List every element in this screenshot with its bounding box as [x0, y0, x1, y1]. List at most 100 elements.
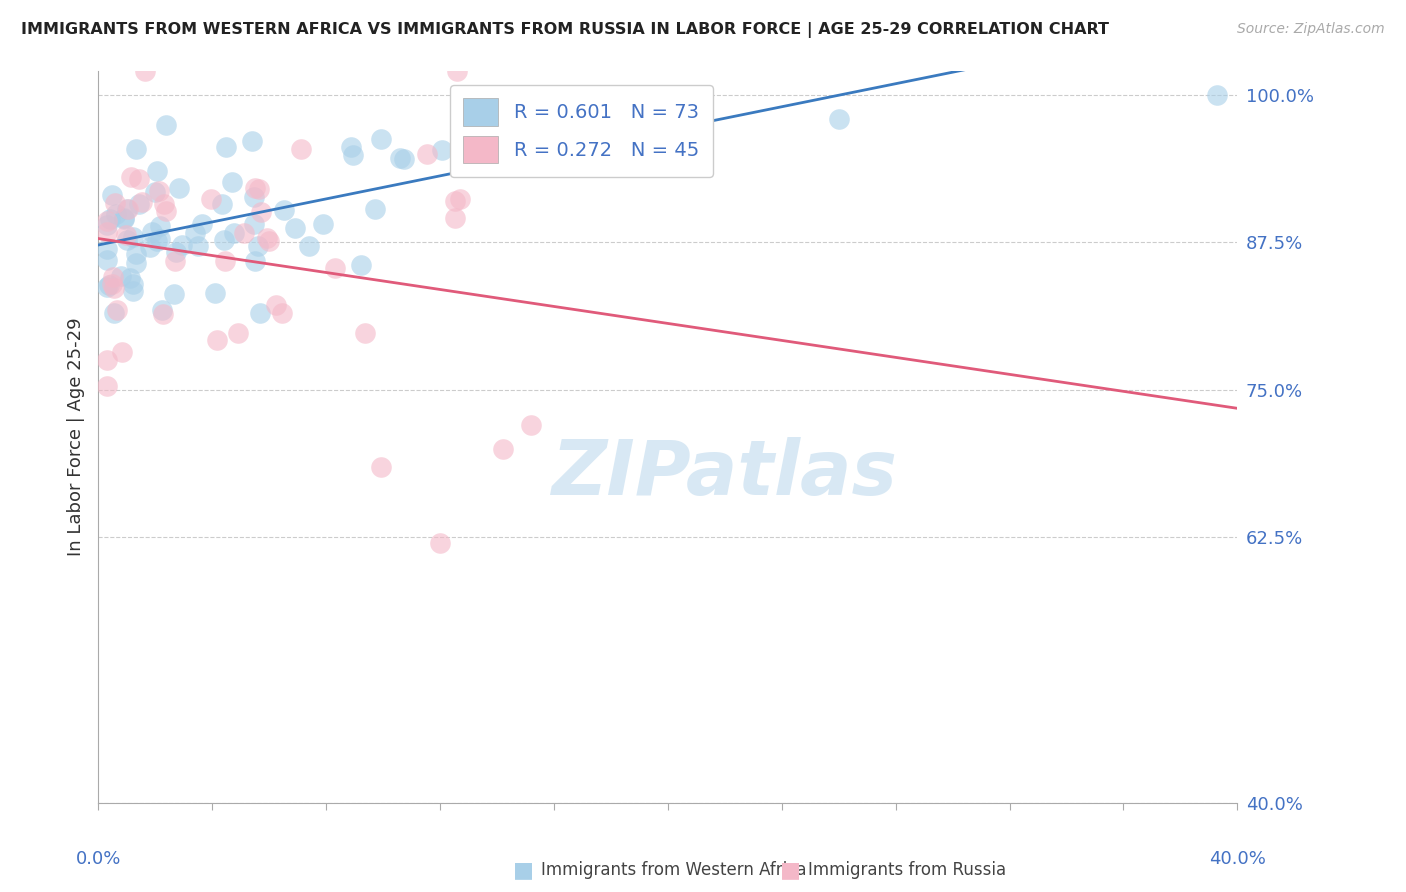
- Point: [353, 326, 375, 340]
- Point: [257, 234, 280, 248]
- Point: [350, 258, 373, 272]
- Point: [103, 306, 125, 320]
- Point: [146, 234, 169, 248]
- Point: [205, 333, 228, 347]
- Point: [392, 152, 415, 166]
- Point: [492, 442, 515, 456]
- Point: [245, 254, 267, 268]
- Point: [101, 277, 124, 291]
- Point: [141, 225, 163, 239]
- Point: [212, 234, 235, 248]
- Point: [449, 192, 471, 206]
- Text: Source: ZipAtlas.com: Source: ZipAtlas.com: [1237, 22, 1385, 37]
- Point: [150, 302, 173, 317]
- Point: [204, 285, 226, 300]
- Point: [595, 112, 617, 126]
- Point: [103, 280, 125, 294]
- Point: [110, 345, 132, 359]
- Point: [121, 229, 143, 244]
- Point: [567, 112, 589, 126]
- Point: [256, 231, 278, 245]
- Point: [340, 139, 363, 153]
- Point: [97, 277, 120, 292]
- Point: [122, 277, 145, 291]
- Point: [472, 112, 495, 126]
- Point: [243, 217, 266, 231]
- Point: [163, 286, 186, 301]
- Point: [100, 188, 122, 202]
- Point: [112, 212, 135, 227]
- Point: [96, 225, 118, 239]
- Point: [264, 298, 287, 312]
- Point: [143, 185, 166, 199]
- Text: 40.0%: 40.0%: [1209, 850, 1265, 868]
- Point: [245, 181, 267, 195]
- Point: [228, 326, 250, 340]
- Text: 0.0%: 0.0%: [76, 850, 121, 868]
- Point: [430, 143, 453, 157]
- Point: [167, 181, 190, 195]
- Text: ZIPatlas: ZIPatlas: [551, 437, 898, 510]
- Point: [233, 226, 256, 240]
- Point: [683, 112, 706, 126]
- Point: [122, 284, 145, 298]
- Text: ■: ■: [513, 860, 534, 880]
- Point: [125, 142, 148, 156]
- Point: [96, 214, 118, 228]
- Point: [523, 112, 546, 126]
- Point: [191, 217, 214, 231]
- Text: IMMIGRANTS FROM WESTERN AFRICA VS IMMIGRANTS FROM RUSSIA IN LABOR FORCE | AGE 25: IMMIGRANTS FROM WESTERN AFRICA VS IMMIGR…: [21, 22, 1109, 38]
- Point: [165, 244, 187, 259]
- Point: [325, 260, 347, 275]
- Point: [117, 202, 139, 217]
- Point: [96, 218, 118, 232]
- Point: [128, 197, 150, 211]
- Point: [211, 197, 233, 211]
- Point: [149, 219, 172, 234]
- Point: [98, 211, 121, 226]
- Y-axis label: In Labor Force | Age 25-29: In Labor Force | Age 25-29: [66, 318, 84, 557]
- Point: [117, 233, 139, 247]
- Point: [110, 269, 132, 284]
- Point: [370, 132, 392, 146]
- Point: [222, 226, 245, 240]
- Point: [664, 112, 686, 126]
- Point: [429, 536, 451, 550]
- Point: [828, 112, 851, 126]
- Point: [155, 204, 177, 219]
- Point: [214, 140, 236, 154]
- Point: [148, 184, 170, 198]
- Point: [96, 352, 118, 367]
- Point: [149, 232, 172, 246]
- Point: [342, 147, 364, 161]
- Point: [163, 253, 186, 268]
- Point: [602, 112, 624, 126]
- Point: [152, 196, 174, 211]
- Point: [273, 202, 295, 217]
- Point: [120, 169, 142, 184]
- Text: ■: ■: [780, 860, 801, 880]
- Point: [96, 379, 118, 393]
- Point: [152, 307, 174, 321]
- Point: [104, 196, 127, 211]
- Point: [112, 211, 135, 225]
- Point: [249, 205, 271, 219]
- Point: [128, 172, 150, 186]
- Point: [214, 253, 236, 268]
- Point: [271, 306, 294, 320]
- Point: [1206, 87, 1229, 102]
- Point: [172, 237, 194, 252]
- Point: [105, 302, 128, 317]
- Point: [146, 164, 169, 178]
- Text: Immigrants from Western Africa: Immigrants from Western Africa: [541, 861, 807, 879]
- Point: [364, 202, 387, 216]
- Point: [131, 194, 153, 209]
- Point: [125, 246, 148, 260]
- Point: [96, 280, 118, 294]
- Point: [519, 418, 541, 433]
- Point: [249, 306, 271, 320]
- Point: [120, 271, 142, 285]
- Point: [96, 253, 118, 268]
- Point: [125, 255, 148, 269]
- Point: [370, 459, 392, 474]
